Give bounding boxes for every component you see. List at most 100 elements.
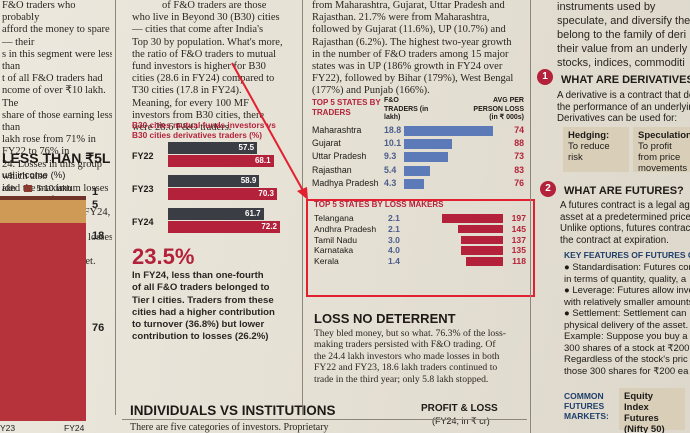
text-line: Derivatives can be used for: <box>557 113 678 124</box>
highlight-rectangle <box>306 199 535 297</box>
text-line: ● Leverage: Futures allow inves <box>564 285 690 296</box>
text-line: instruments used by <box>557 1 656 13</box>
chart-title-line: B30 cities derivatives traders (%) <box>132 130 263 140</box>
text-line: ● Standardisation: Futures con <box>564 262 690 273</box>
stat-text: In FY24, less than one-fourth of all F&O… <box>132 270 275 344</box>
text-line: from Maharashtra, Gujarat, Uttar Pradesh… <box>312 0 505 11</box>
traders-value: 2.1 <box>388 213 400 223</box>
mf-chart-title: B30 cities mutual funds investors vs B30… <box>132 120 276 140</box>
text-line: speculate, and diversify the <box>557 15 690 27</box>
axis-value: 18 <box>92 230 105 242</box>
text-line: their value from an underly <box>557 43 688 55</box>
explainer-intro: instruments used by speculate, and diver… <box>557 0 690 70</box>
text-line: (177%) and Punjab (166%). <box>312 85 430 97</box>
speculation-box: Speculation: To profit from price moveme… <box>633 127 690 174</box>
text-line: T30 cities (17.8 in FY24). <box>132 85 242 97</box>
middle-article-text: of F&O traders are those who live in Bey… <box>132 0 297 134</box>
speculation-text: To profit from price movements <box>638 141 688 174</box>
mf-bar: 61.7 <box>168 208 264 220</box>
text-line: of F&O traders are those <box>162 0 267 11</box>
text-line: the performance of an underlyin <box>557 101 690 113</box>
text-line: A futures contract is a legal ag <box>560 200 690 211</box>
avg-loss-value: 135 <box>511 245 526 256</box>
explainer-column: instruments used by speculate, and diver… <box>533 0 690 433</box>
text-line: fund investors is higher for B30 <box>132 61 266 73</box>
avg-loss-value: 76 <box>514 177 524 188</box>
traders-value: 10.1 <box>384 138 402 149</box>
text-line: — cities that come after India's <box>132 24 264 36</box>
state-name: Rajasthan <box>312 164 352 175</box>
text-line: physical delivery of the asset. <box>564 319 689 331</box>
text-line: investors from B30 cities, there <box>132 109 265 121</box>
stacked-bar-orange <box>0 200 86 223</box>
state-name: Karnataka <box>314 245 354 256</box>
text-line: t of all F&O traders had <box>2 73 103 85</box>
text-line: Unlike options, futures contrac <box>560 223 690 234</box>
hedging-title: Hedging: <box>568 130 610 141</box>
text-line: FY22), followed by Bihar (179%), West Be… <box>312 73 514 85</box>
traders-table: Maharashtra 18.8 74 Gujarat 10.1 88 Uttar Prad… <box>306 125 528 195</box>
loss-makers-box: TOP 5 STATES BY LOSS MAKERS Telangana 2.1… <box>310 200 526 268</box>
hedging-text: To reduce risk <box>568 141 610 163</box>
loss-table: Telangana 2.1 197 Andhra Pradesh 2.1 145 Tamil… <box>310 213 526 268</box>
mf-value-label: 57.5 <box>238 143 255 152</box>
text-line: to turnover (36.8%) but lower <box>132 319 265 331</box>
state-name: Tamil Nadu <box>314 234 357 245</box>
text-line: Top 30 by population. What's more, <box>132 36 283 48</box>
deterrent-text: They bled money, but so what. 76.3% of t… <box>314 328 528 385</box>
state-name: Gujarat <box>312 138 341 149</box>
deterrent-heading: LOSS NO DETERRENT <box>314 311 456 326</box>
text-line: Tier I cities. Traders from these <box>132 294 274 306</box>
legend-label: 5-10 lakh <box>36 183 72 193</box>
q2-heading: WHAT ARE FUTURES? <box>564 185 684 197</box>
state-name: Andhra Pradesh <box>314 223 377 234</box>
stacked-bar-red <box>0 223 86 421</box>
big-stat: 23.5% <box>132 244 195 269</box>
text-line: belong to the family of deri <box>557 29 687 41</box>
category-label: FY23 <box>132 184 154 194</box>
axis-value: 1 <box>92 186 99 198</box>
speculation-title: Speculation: <box>638 130 690 141</box>
middle-column: of F&O traders are those who live in Bey… <box>122 0 297 415</box>
text-line: were 28.6 F&O traders. <box>132 122 232 134</box>
state-name: Telangana <box>314 213 354 223</box>
mf-bar: 58.9 <box>168 175 260 187</box>
loss-bar <box>441 214 503 223</box>
text-line: They bled money, but so what. 76.3% of t… <box>314 328 507 339</box>
state-name: Uttar Pradesh <box>312 151 367 162</box>
left-column: F&O traders who probably afford the mone… <box>0 0 112 433</box>
pl-subtitle: (FY24, in ₹ cr) <box>432 416 490 426</box>
traders-value: 2.1 <box>388 223 400 234</box>
axis-value: 76 <box>92 322 105 334</box>
text-line: making traders persisted with F&O tradin… <box>314 339 496 351</box>
avg-loss-value: 74 <box>514 125 524 135</box>
mf-vs-derivatives-chart: FY22 57.5 68.1 FY23 58.9 70.3 FY24 61.7 72.2 <box>122 140 297 240</box>
text-line: asset at a predetermined price <box>560 211 690 223</box>
category-label: FY24 <box>132 217 154 227</box>
text-line: In FY24, less than one-fourth <box>132 270 264 281</box>
traders-bar <box>404 178 425 189</box>
q1-text: A derivative is a contract that de the p… <box>557 90 690 125</box>
text-line: cities (28.6 in FY24) compared to <box>132 73 275 85</box>
derivatives-value-label: 72.2 <box>261 222 277 231</box>
text-line: share of those earning less than <box>2 109 112 134</box>
text-line: A derivative is a contract that de <box>557 90 690 101</box>
text-line: FY22 and FY23, 18.6 lakh traders continu… <box>314 362 498 374</box>
text-line: contribution to losses (26.2%) <box>132 331 269 343</box>
text-line: in terms of quantity, quality, a <box>564 273 687 285</box>
legend-prefix: akh <box>2 183 16 193</box>
traders-bar <box>404 165 430 176</box>
text-line: trade in the third year; only 5.8 lakh s… <box>314 373 489 385</box>
state-name: Madhya Pradesh <box>312 177 379 188</box>
avg-loss-value: 88 <box>514 138 524 149</box>
traders-bar <box>404 152 449 163</box>
column-divider <box>115 0 116 415</box>
section-rule <box>122 419 527 420</box>
traders-bar <box>404 126 494 136</box>
text-line: the contract at expiration. <box>560 234 669 246</box>
traders-value: 3.0 <box>388 234 400 245</box>
pl-title: PROFIT & LOSS <box>421 403 498 414</box>
left-subheading: ual income (%) <box>2 170 66 181</box>
section-number-badge: 1 <box>537 69 553 85</box>
